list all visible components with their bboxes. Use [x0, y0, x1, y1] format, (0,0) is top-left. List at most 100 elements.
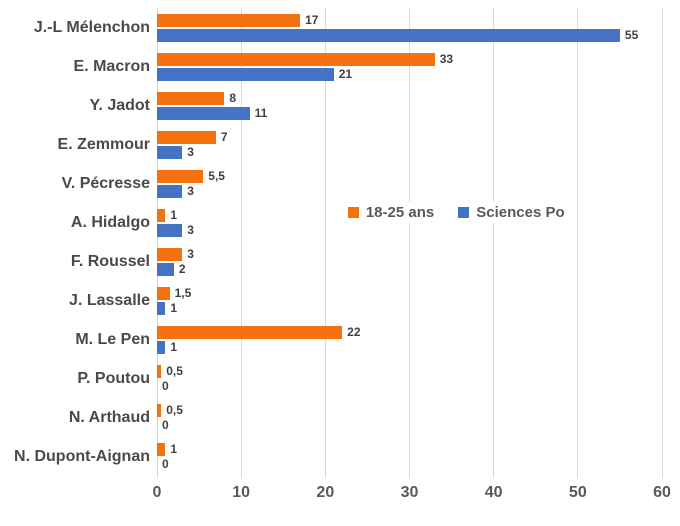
gridline	[324, 8, 326, 478]
bar-line: 3	[157, 145, 662, 159]
gridline	[493, 8, 495, 478]
x-tick-label: 50	[568, 484, 587, 501]
bar-value-label: 1,5	[174, 286, 192, 300]
bar-value-label: 0,5	[166, 403, 183, 417]
gridline	[409, 8, 410, 478]
category-label: J. Lassalle	[69, 291, 150, 309]
x-tick-label: 0	[152, 484, 162, 501]
category-label: N. Dupont-Aignan	[14, 447, 150, 465]
bar-line: 33	[157, 52, 662, 66]
bar-18-25-ans	[157, 286, 170, 300]
bar-line: 0,5	[157, 364, 662, 378]
bar-value-label: 11	[254, 106, 268, 120]
bar-value-label: 1	[170, 208, 178, 222]
bar-line: 5,5	[157, 169, 662, 183]
bar-value-label: 3	[187, 247, 194, 261]
bar-line: 0,5	[157, 403, 662, 417]
bar-value-label: 1	[170, 340, 178, 354]
gridline	[240, 8, 242, 478]
bar-line: 2	[157, 262, 662, 276]
bar-value-label: 22	[347, 325, 361, 339]
category-label: N. Arthaud	[68, 408, 150, 426]
bar-18-25-ans	[157, 52, 435, 66]
category-label: M. Le Pen	[75, 330, 150, 348]
bar-value-label: 0	[162, 379, 169, 393]
bar-value-label: 55	[624, 28, 639, 42]
chart-row-n-arthaud: 0,5 0	[157, 398, 662, 437]
category-label: J.-L Mélenchon	[33, 18, 150, 36]
category-label: E. Macron	[73, 57, 150, 75]
category-label: P. Poutou	[77, 369, 150, 387]
bar-value-label: 0	[162, 418, 169, 432]
bar-line: 55	[157, 28, 662, 42]
bar-line: 1,5	[157, 286, 662, 300]
bar-value-label: 2	[178, 262, 186, 276]
plot-rows: 17 55 33 21 8 11 7 3 5,5 3 1 3 3 2 1,5 1 22 1 0,5 0 0,5 0 1 0	[157, 8, 662, 476]
x-tick-label: 60	[653, 484, 671, 501]
chart-row-y-jadot: 8 11	[157, 86, 662, 125]
legend-item-sciences-po: Sciences Po	[458, 204, 565, 221]
x-axis: 0 10 20 30 40 50 60	[153, 484, 671, 512]
bar-value-label: 0,5	[166, 364, 183, 378]
bar-line: 0	[157, 380, 662, 393]
category-label: V. Pécresse	[61, 174, 150, 192]
bar-value-label: 1	[170, 301, 178, 315]
bar-line: 7	[157, 130, 662, 144]
bar-18-25-ans	[157, 169, 204, 183]
bar-value-label: 1	[170, 442, 178, 456]
plot-area: 17 55 33 21 8 11 7 3 5,5 3 1 3 3 2 1,5 1 22 1 0,5 0 0,5 0 1 0 1…	[156, 8, 663, 478]
bar-sciences-po	[157, 301, 166, 315]
bar-line: 1	[157, 301, 662, 315]
bar-value-label: 3	[187, 184, 194, 198]
bar-line: 1	[157, 208, 662, 222]
bar-sciences-po	[157, 340, 166, 354]
chart-row-j-l-m-lenchon: 17 55	[157, 8, 662, 47]
chart-row-v-p-cresse: 5,5 3	[157, 164, 662, 203]
bar-18-25-ans	[157, 364, 162, 378]
category-label: F. Roussel	[70, 252, 150, 270]
bar-18-25-ans	[157, 208, 166, 222]
bar-sciences-po	[157, 106, 250, 120]
legend-swatch-orange-icon	[347, 207, 359, 219]
bar-value-label: 17	[305, 13, 319, 27]
bar-18-25-ans	[157, 442, 166, 456]
bar-18-25-ans	[157, 247, 183, 261]
bar-line: 22	[157, 325, 662, 339]
chart-row-m-le-pen: 22 1	[157, 320, 662, 359]
x-tick-label: 40	[484, 484, 503, 501]
bar-line: 11	[157, 106, 662, 120]
bar-sciences-po	[157, 262, 174, 276]
bar-18-25-ans	[157, 403, 162, 417]
legend-swatch-blue-icon	[458, 207, 470, 219]
bar-sciences-po	[157, 184, 183, 198]
bar-value-label: 0	[162, 457, 169, 471]
category-label: E. Zemmour	[57, 135, 150, 153]
legend: 18-25 ans Sciences Po	[343, 202, 569, 224]
bar-value-label: 8	[229, 91, 237, 105]
bar-value-label: 3	[187, 223, 194, 237]
bar-sciences-po	[157, 28, 620, 42]
bar-line: 3	[157, 223, 662, 237]
bar-value-label: 21	[338, 67, 353, 81]
gridline	[156, 8, 158, 478]
bar-value-label: 7	[220, 130, 228, 144]
x-tick-label: 30	[400, 484, 419, 501]
gridline	[577, 8, 579, 478]
bar-sciences-po	[157, 223, 183, 237]
bar-value-label: 5,5	[208, 169, 225, 183]
x-tick-label: 10	[232, 484, 251, 501]
bar-18-25-ans	[157, 13, 301, 27]
gridlines	[156, 8, 663, 478]
bar-value-label: 3	[187, 145, 194, 159]
bar-line: 3	[157, 184, 662, 198]
bar-18-25-ans	[157, 91, 225, 105]
chart-row-p-poutou: 0,5 0	[157, 359, 662, 398]
legend-item-18-25-ans: 18-25 ans	[347, 204, 434, 221]
bar-line: 21	[157, 67, 662, 81]
chart-row-j-lassalle: 1,5 1	[157, 281, 662, 320]
